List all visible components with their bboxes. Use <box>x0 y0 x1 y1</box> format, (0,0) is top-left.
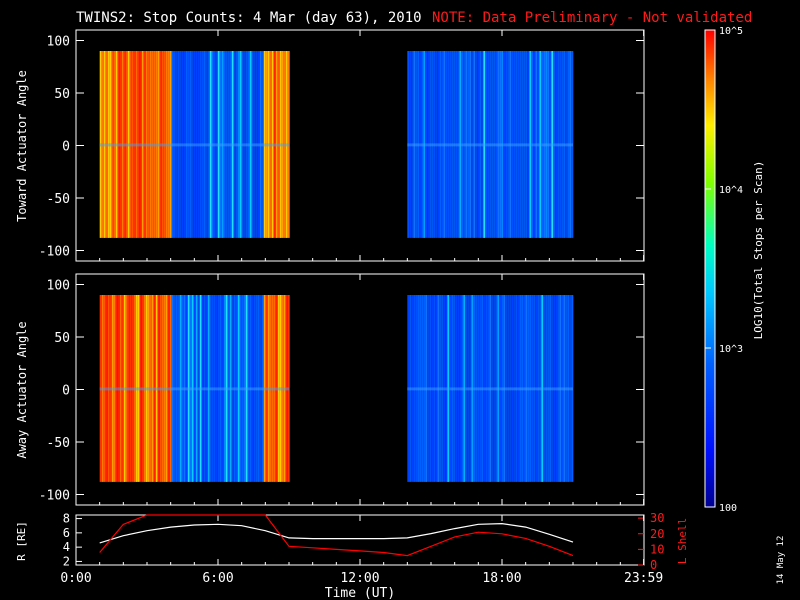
x-tick-label: 12:00 <box>340 571 379 586</box>
y-tick-label: 50 <box>54 331 70 346</box>
colorbar-tick-label: 10^4 <box>719 185 743 196</box>
orbit-right-tick-label: 10 <box>650 542 664 556</box>
orbit-panel-frame <box>75 514 645 566</box>
time-x-axis: 0:00 6:00 12:00 18:00 23:59 <box>60 30 663 586</box>
y-tick-label: -100 <box>39 245 70 260</box>
colorbar-label: LOG10(Total Stops per Scan) <box>752 161 765 340</box>
orbit-right-tick-label: 30 <box>650 511 664 525</box>
away-y-axis: 100 50 0 -50 -100 <box>39 279 644 504</box>
colorbar-tick-label: 10^5 <box>719 26 743 37</box>
toward-ylabel: Toward Actuator Angle <box>15 70 29 222</box>
y-tick-label: -50 <box>47 436 70 451</box>
colorbar-ticks: 10^5 10^4 10^3 100 <box>705 26 743 514</box>
x-axis-label: Time (UT) <box>325 586 395 600</box>
radius-line <box>99 522 574 544</box>
y-tick-label: 50 <box>54 87 70 102</box>
colorbar-tick-label: 10^3 <box>719 344 743 355</box>
zero-angle-band <box>407 143 573 147</box>
x-tick-label: 23:59 <box>624 571 663 586</box>
orbit-ylabel-right: L Shell <box>676 518 689 564</box>
x-tick-label: 6:00 <box>202 571 233 586</box>
orbit-right-tick-label: 0 <box>650 558 657 572</box>
orbit-ylabel-left: R [RE] <box>15 521 28 561</box>
orbit-left-tick-label: 6 <box>63 526 70 540</box>
x-tick-label: 18:00 <box>482 571 521 586</box>
y-tick-label: 100 <box>47 279 70 294</box>
y-tick-label: -50 <box>47 192 70 207</box>
y-tick-label: 0 <box>62 384 70 399</box>
zero-angle-band <box>99 143 289 147</box>
chart-title: TWINS2: Stop Counts: 4 Mar (day 63), 201… <box>76 10 422 26</box>
orbit-right-tick-label: 20 <box>650 527 664 541</box>
colorbar <box>704 29 716 508</box>
lshell-line <box>99 514 574 557</box>
y-tick-label: 0 <box>62 140 70 155</box>
colorbar-tick-label: 100 <box>719 503 737 514</box>
date-stamp: 14 May 12 <box>776 536 786 585</box>
orbit-left-tick-label: 2 <box>63 554 70 568</box>
toward-y-axis: 100 50 0 -50 -100 <box>39 35 644 260</box>
chart-note: NOTE: Data Preliminary - Not validated <box>432 10 752 26</box>
y-tick-label: -100 <box>39 489 70 504</box>
away-heatmap <box>99 295 574 482</box>
x-tick-label: 0:00 <box>60 571 91 586</box>
orbit-left-tick-label: 8 <box>63 512 70 526</box>
y-tick-label: 100 <box>47 35 70 50</box>
zero-angle-band <box>99 387 289 391</box>
zero-angle-band <box>407 387 573 391</box>
away-ylabel: Away Actuator Angle <box>15 321 29 458</box>
orbit-left-tick-label: 4 <box>63 540 70 554</box>
toward-heatmap <box>99 51 574 238</box>
